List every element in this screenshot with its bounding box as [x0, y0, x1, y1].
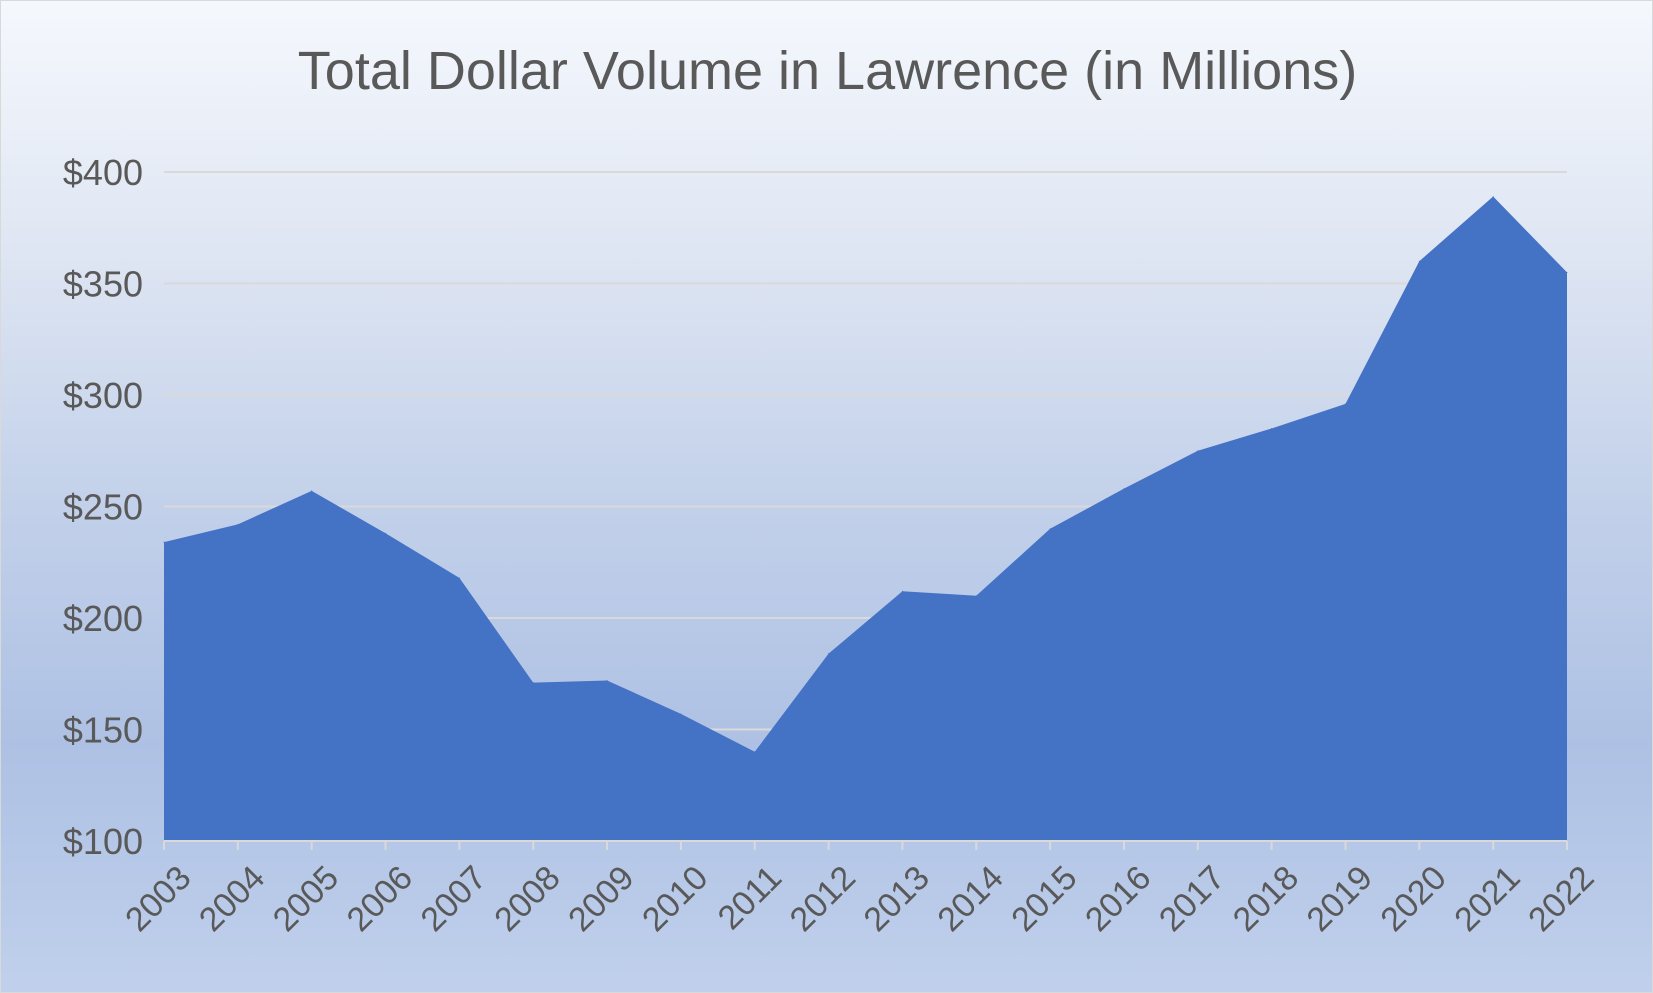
x-tick-label-2004: 2004: [192, 859, 272, 939]
data-point-2020: [1418, 260, 1420, 262]
y-tick-label-100: $100: [63, 821, 143, 862]
x-tick-label-2015: 2015: [1004, 859, 1084, 939]
x-tick-label-2017: 2017: [1152, 859, 1232, 939]
data-point-2022: [1566, 271, 1568, 273]
x-tick-label-2006: 2006: [340, 859, 420, 939]
y-tick-label-250: $250: [63, 487, 143, 528]
data-point-2005: [311, 490, 313, 492]
data-point-2021: [1492, 196, 1494, 198]
area-fill: [164, 196, 1567, 841]
data-point-2011: [754, 751, 756, 753]
y-tick-label-150: $150: [63, 710, 143, 751]
y-tick-label-300: $300: [63, 375, 143, 416]
data-point-2017: [1197, 450, 1199, 452]
x-axis: [163, 840, 1568, 850]
data-point-2008: [532, 682, 534, 684]
y-axis-labels: $100 $150 $200 $250 $300 $350 $400: [63, 152, 143, 862]
data-point-2016: [1123, 488, 1125, 490]
x-tick-label-2019: 2019: [1300, 859, 1380, 939]
y-tick-label-200: $200: [63, 598, 143, 639]
chart-title: Total Dollar Volume in Lawrence (in Mill…: [297, 41, 1358, 101]
data-point-2015: [1049, 528, 1051, 530]
y-tick-label-350: $350: [63, 264, 143, 305]
data-point-2006: [385, 532, 387, 534]
x-tick-label-2008: 2008: [487, 859, 567, 939]
x-tick-label-2005: 2005: [266, 859, 346, 939]
data-point-2018: [1271, 427, 1273, 429]
x-tick-label-2014: 2014: [930, 859, 1010, 939]
data-point-2012: [828, 653, 830, 655]
data-point-2014: [975, 595, 977, 597]
data-point-2003: [163, 541, 165, 543]
x-tick-label-2013: 2013: [857, 859, 937, 939]
x-tick-label-2016: 2016: [1078, 859, 1158, 939]
x-axis-labels: 2003200420052006200720082009201020112012…: [118, 859, 1601, 939]
x-tick-label-2011: 2011: [711, 859, 790, 938]
x-tick-label-2021: 2021: [1447, 859, 1527, 939]
x-tick-label-2010: 2010: [635, 859, 715, 939]
data-point-2004: [237, 523, 239, 525]
x-tick-label-2018: 2018: [1226, 859, 1306, 939]
data-point-2019: [1344, 403, 1346, 405]
x-tick-label-2003: 2003: [118, 859, 198, 939]
area-series: [163, 196, 1568, 841]
data-point-2009: [606, 679, 608, 681]
data-point-2010: [680, 713, 682, 715]
data-point-2007: [458, 577, 460, 579]
x-tick-label-2022: 2022: [1521, 859, 1601, 939]
x-tick-label-2007: 2007: [413, 859, 493, 939]
y-tick-label-400: $400: [63, 152, 143, 193]
x-tick-label-2020: 2020: [1373, 859, 1453, 939]
x-tick-label-2012: 2012: [783, 859, 863, 939]
x-tick-label-2009: 2009: [561, 859, 641, 939]
data-point-2013: [901, 590, 903, 592]
